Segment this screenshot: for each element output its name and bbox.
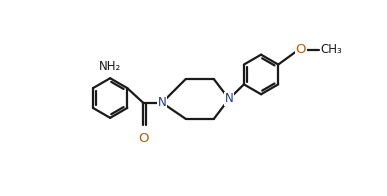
Text: N: N: [158, 96, 166, 109]
Text: CH₃: CH₃: [320, 44, 342, 56]
Text: O: O: [138, 132, 148, 144]
Text: N: N: [224, 93, 233, 105]
Text: NH₂: NH₂: [99, 60, 121, 73]
Text: O: O: [295, 44, 306, 56]
